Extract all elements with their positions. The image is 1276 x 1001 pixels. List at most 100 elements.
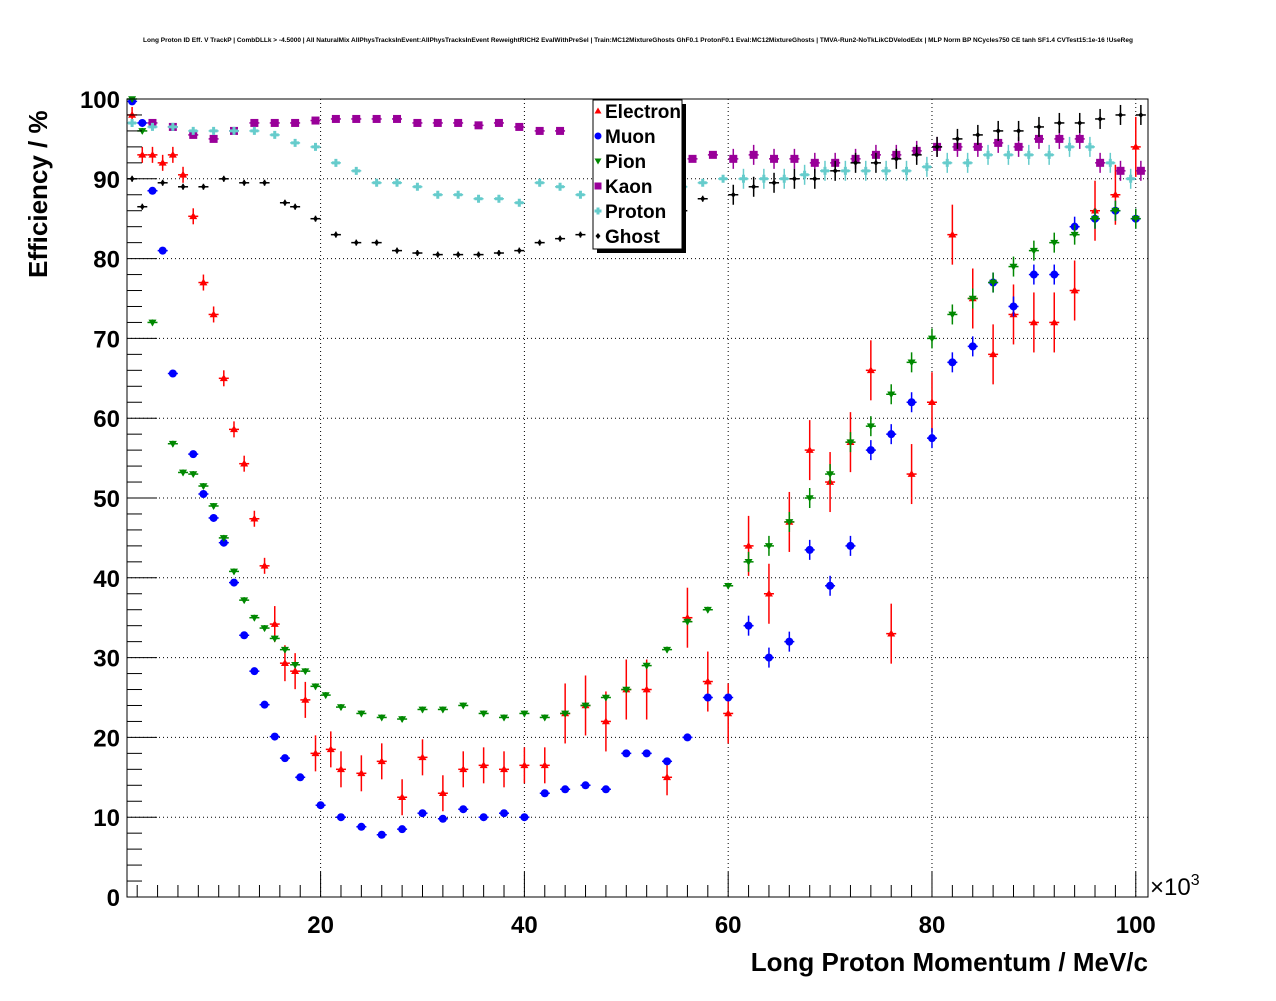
series-proton: [127, 118, 1136, 207]
y-tick-label: 30: [93, 646, 120, 673]
data-point: [199, 490, 208, 499]
data-point: [262, 179, 268, 186]
data-point: [1131, 142, 1140, 150]
data-point: [459, 765, 468, 773]
data-point: [189, 126, 198, 135]
data-point: [866, 446, 875, 455]
data-point: [922, 162, 931, 171]
data-point: [219, 535, 228, 542]
x-tick-label: 40: [511, 912, 538, 939]
y-tick-label: 100: [80, 87, 120, 114]
data-point: [180, 183, 186, 190]
data-point: [943, 158, 952, 167]
data-point: [989, 350, 998, 358]
data-point: [1077, 119, 1083, 126]
data-point: [291, 667, 300, 674]
data-point: [520, 710, 529, 718]
data-point: [240, 597, 249, 605]
data-point: [688, 154, 697, 163]
data-point: [927, 434, 936, 443]
data-point: [292, 203, 298, 210]
data-point: [158, 246, 167, 255]
data-point: [270, 635, 279, 643]
data-point: [663, 757, 672, 766]
data-point: [455, 251, 461, 258]
data-point: [581, 702, 590, 710]
data-point: [520, 761, 529, 769]
chart-title: Long Proton ID Eff. V TrackP | CombDLLk …: [143, 37, 1133, 44]
data-point: [770, 154, 779, 163]
data-point: [663, 773, 672, 781]
data-point: [995, 127, 1001, 134]
data-point: [357, 769, 366, 777]
data-point: [800, 170, 809, 179]
data-point: [907, 398, 916, 407]
data-point: [968, 295, 977, 303]
data-point: [832, 167, 838, 174]
series-electron: [127, 106, 1141, 816]
data-point: [576, 190, 585, 199]
data-point: [1056, 119, 1062, 126]
data-point: [494, 194, 503, 203]
data-point: [1096, 158, 1105, 167]
data-point: [994, 138, 1003, 147]
data-point: [128, 96, 137, 103]
data-point: [260, 561, 269, 569]
data-point: [934, 143, 940, 150]
data-point: [1045, 150, 1054, 159]
legend-pion-marker: [594, 158, 602, 165]
data-point: [260, 625, 269, 633]
data-point: [556, 182, 565, 191]
data-point: [336, 704, 345, 712]
x-axis-multiplier: ×103: [1150, 872, 1200, 901]
data-point: [1029, 247, 1038, 255]
data-point: [229, 126, 238, 135]
data-point: [377, 830, 386, 839]
data-point: [1034, 134, 1043, 143]
data-point: [1029, 270, 1038, 279]
data-point: [148, 319, 157, 327]
data-point: [515, 122, 524, 131]
data-point: [1009, 302, 1018, 311]
data-point: [311, 142, 320, 151]
data-point: [479, 813, 488, 822]
data-point: [537, 239, 543, 246]
data-point: [700, 195, 706, 202]
data-point: [1050, 270, 1059, 279]
data-point: [496, 250, 502, 257]
y-tick-label: 10: [93, 805, 120, 832]
data-point: [336, 813, 345, 822]
data-point: [520, 813, 529, 822]
data-point: [241, 179, 247, 186]
x-tick-label: 20: [307, 912, 334, 939]
data-point: [250, 614, 259, 622]
data-point: [479, 761, 488, 769]
data-point: [642, 685, 651, 693]
data-point: [326, 745, 335, 753]
data-point: [1097, 115, 1103, 122]
data-point: [138, 150, 147, 158]
data-point: [1050, 239, 1059, 247]
data-point: [764, 589, 773, 597]
data-point: [311, 683, 320, 691]
data-point: [296, 773, 305, 782]
data-point: [698, 178, 707, 187]
legend-electron-label: Electron: [605, 102, 681, 123]
data-point: [352, 114, 361, 123]
data-point: [642, 749, 651, 758]
data-point: [316, 801, 325, 810]
y-tick-label: 70: [93, 326, 120, 353]
y-tick-label: 60: [93, 406, 120, 433]
data-point: [1136, 166, 1145, 175]
data-point: [209, 126, 218, 135]
data-point: [907, 470, 916, 477]
data-point: [683, 733, 692, 742]
data-point: [907, 359, 916, 367]
data-point: [398, 793, 407, 801]
data-point: [724, 693, 733, 702]
legend-kaon-label: Kaon: [605, 177, 653, 198]
data-point: [148, 122, 157, 131]
data-point: [826, 581, 835, 590]
data-point: [168, 440, 177, 448]
legend-ghost-marker: [595, 233, 601, 239]
